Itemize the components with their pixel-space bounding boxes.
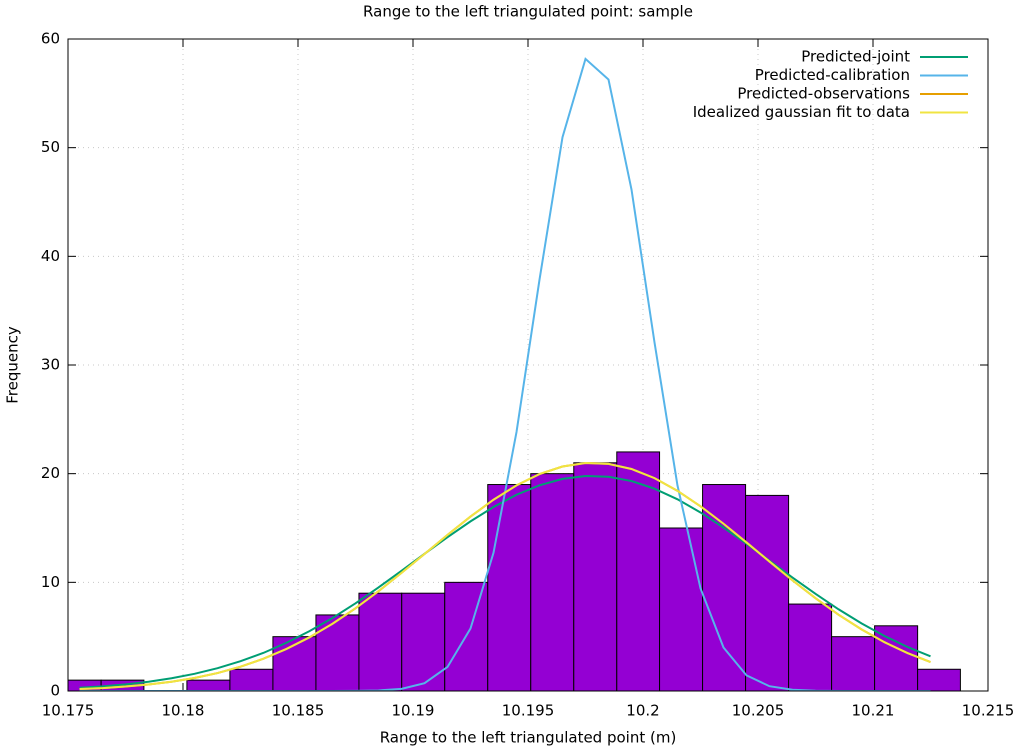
histogram-bar	[659, 527, 704, 691]
curve	[79, 462, 931, 691]
histogram-bar	[917, 668, 961, 691]
x-axis-label: Range to the left triangulated point (m)	[380, 729, 677, 747]
legend-label: Predicted-observations	[737, 85, 910, 103]
y-tick-label: 30	[41, 356, 60, 374]
histogram-bar	[745, 494, 790, 691]
plot-border	[67, 38, 989, 692]
histogram-bar	[831, 636, 876, 691]
x-tick-label: 10.185	[272, 702, 325, 720]
histogram-bar	[788, 603, 833, 691]
x-tick-label: 10.2	[626, 702, 659, 720]
y-tick-label: 60	[41, 30, 60, 48]
x-tick-label: 10.215	[962, 702, 1015, 720]
y-tick-label: 50	[41, 138, 60, 156]
plot-area	[68, 57, 961, 691]
chart-title: Range to the left triangulated point: sa…	[363, 3, 693, 21]
histogram-bar	[616, 451, 661, 691]
y-tick-label: 10	[41, 573, 60, 591]
y-tick-label: 40	[41, 247, 60, 265]
histogram-bar	[186, 679, 231, 691]
y-axis-label: Frequency	[4, 326, 22, 404]
legend-label: Predicted-calibration	[755, 66, 910, 84]
histogram-bar	[229, 668, 274, 691]
histogram-bar	[401, 592, 446, 691]
curve	[79, 475, 931, 689]
legend-label: Idealized gaussian fit to data	[693, 103, 910, 121]
x-tick-label: 10.19	[392, 702, 435, 720]
x-tick-label: 10.175	[42, 702, 95, 720]
histogram-bar	[874, 625, 919, 691]
histogram-bar	[487, 484, 532, 691]
x-tick-label: 10.21	[852, 702, 895, 720]
histogram-bar	[315, 614, 360, 691]
x-tick-label: 10.195	[502, 702, 555, 720]
histogram-bar	[358, 592, 403, 691]
x-tick-label: 10.205	[732, 702, 785, 720]
histogram-bar	[573, 462, 618, 691]
histogram-bar	[530, 473, 575, 691]
y-tick-label: 20	[41, 464, 60, 482]
y-tick-label: 0	[50, 682, 60, 700]
legend-label: Predicted-joint	[801, 48, 910, 66]
x-tick-label: 10.18	[162, 702, 205, 720]
histogram-bar	[702, 484, 747, 691]
